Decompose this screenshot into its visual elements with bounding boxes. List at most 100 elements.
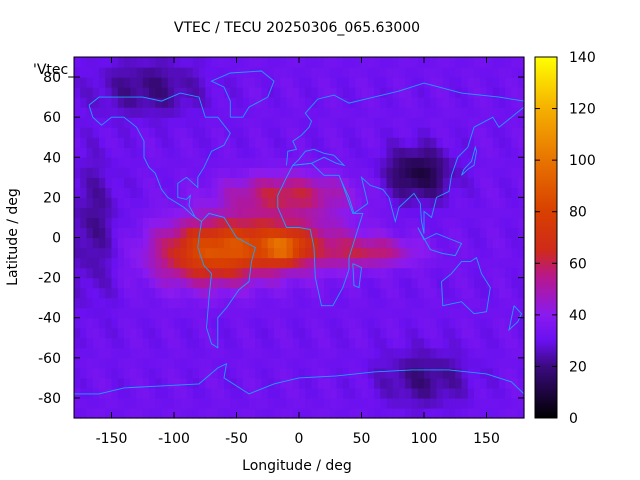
heatmap-cell (361, 207, 369, 219)
heatmap-cell (255, 317, 263, 329)
heatmap-cell (205, 147, 213, 158)
heatmap-cell (74, 367, 81, 379)
heatmap-cell (467, 187, 475, 198)
heatmap-cell (117, 257, 125, 269)
heatmap-cell (105, 227, 113, 239)
heatmap-cell (267, 207, 275, 219)
heatmap-cell (461, 157, 469, 168)
heatmap-cell (86, 97, 94, 108)
heatmap-cell (230, 97, 238, 108)
heatmap-cell (205, 177, 213, 188)
heatmap-cell (486, 277, 494, 289)
heatmap-cell (199, 377, 206, 389)
heatmap-cell (461, 377, 469, 389)
heatmap-cell (92, 297, 100, 309)
heatmap-cell (205, 87, 213, 98)
heatmap-cell (399, 287, 406, 299)
heatmap-cell (361, 357, 369, 369)
heatmap-cell (330, 97, 338, 108)
heatmap-cell (492, 67, 500, 78)
heatmap-cell (305, 327, 313, 339)
heatmap-cell (261, 197, 269, 209)
heatmap-cell (99, 377, 106, 389)
heatmap-cell (242, 227, 250, 239)
heatmap-cell (149, 327, 156, 339)
heatmap-cell (86, 287, 94, 299)
heatmap-cell (436, 77, 444, 88)
heatmap-cell (305, 197, 313, 209)
heatmap-cell (92, 67, 100, 78)
heatmap-cell (80, 267, 88, 279)
heatmap-cell (155, 397, 163, 409)
heatmap-cell (255, 197, 263, 209)
heatmap-cell (517, 407, 525, 419)
heatmap-cell (424, 247, 431, 259)
heatmap-cell (392, 167, 400, 178)
heatmap-cell (205, 127, 213, 138)
heatmap-cell (474, 397, 481, 409)
heatmap-cell (130, 167, 138, 178)
heatmap-cell (305, 157, 313, 168)
heatmap-cell (86, 77, 94, 88)
heatmap-cell (405, 187, 413, 198)
heatmap-cell (442, 407, 450, 419)
heatmap-cell (342, 227, 350, 239)
heatmap-cell (149, 387, 156, 399)
heatmap-cell (255, 147, 263, 158)
heatmap-cell (386, 297, 394, 309)
heatmap-cell (236, 287, 244, 299)
heatmap-cell (205, 337, 213, 349)
heatmap-cell (386, 407, 394, 419)
heatmap-cell (336, 327, 344, 339)
heatmap-cell (461, 387, 469, 399)
heatmap-cell (267, 67, 275, 78)
heatmap-cell (292, 147, 300, 158)
heatmap-cell (74, 347, 81, 359)
colorbar-tick-label: 0 (569, 411, 578, 427)
heatmap-cell (505, 187, 513, 198)
heatmap-cell (136, 57, 144, 68)
heatmap-cell (86, 397, 94, 409)
heatmap-cell (455, 147, 463, 158)
heatmap-cell (355, 327, 363, 339)
heatmap-cell (167, 397, 175, 409)
heatmap-cell (111, 177, 119, 188)
heatmap-cell (430, 167, 438, 178)
heatmap-cell (517, 67, 525, 78)
y-tick-label: 80 (43, 70, 61, 86)
heatmap-cell (474, 237, 481, 249)
heatmap-cell (505, 337, 513, 349)
heatmap-cell (411, 197, 419, 209)
heatmap-cell (249, 397, 256, 409)
heatmap-cell (330, 167, 338, 178)
heatmap-cell (380, 397, 388, 409)
heatmap-cell (499, 307, 506, 319)
heatmap-cell (174, 137, 181, 148)
heatmap-cell (211, 297, 219, 309)
heatmap-cell (349, 57, 356, 68)
heatmap-cell (392, 117, 400, 128)
heatmap-cell (117, 207, 125, 219)
heatmap-cell (411, 407, 419, 419)
heatmap-cell (511, 397, 519, 409)
heatmap-cell (205, 327, 213, 339)
heatmap-cell (405, 117, 413, 128)
heatmap-cell (436, 67, 444, 78)
heatmap-cell (436, 197, 444, 209)
heatmap-cell (249, 157, 256, 168)
heatmap-cell (455, 337, 463, 349)
heatmap-cell (92, 137, 100, 148)
heatmap-cell (361, 377, 369, 389)
heatmap-cell (374, 307, 381, 319)
heatmap-cell (180, 77, 188, 88)
heatmap-cell (149, 397, 156, 409)
heatmap-cell (349, 137, 356, 148)
heatmap-cell (299, 57, 306, 68)
heatmap-cell (336, 167, 344, 178)
heatmap-cell (80, 367, 88, 379)
colorbar-tick-label: 100 (569, 153, 596, 169)
heatmap-cell (255, 187, 263, 198)
heatmap-cell (74, 67, 81, 78)
heatmap-cell (92, 387, 100, 399)
